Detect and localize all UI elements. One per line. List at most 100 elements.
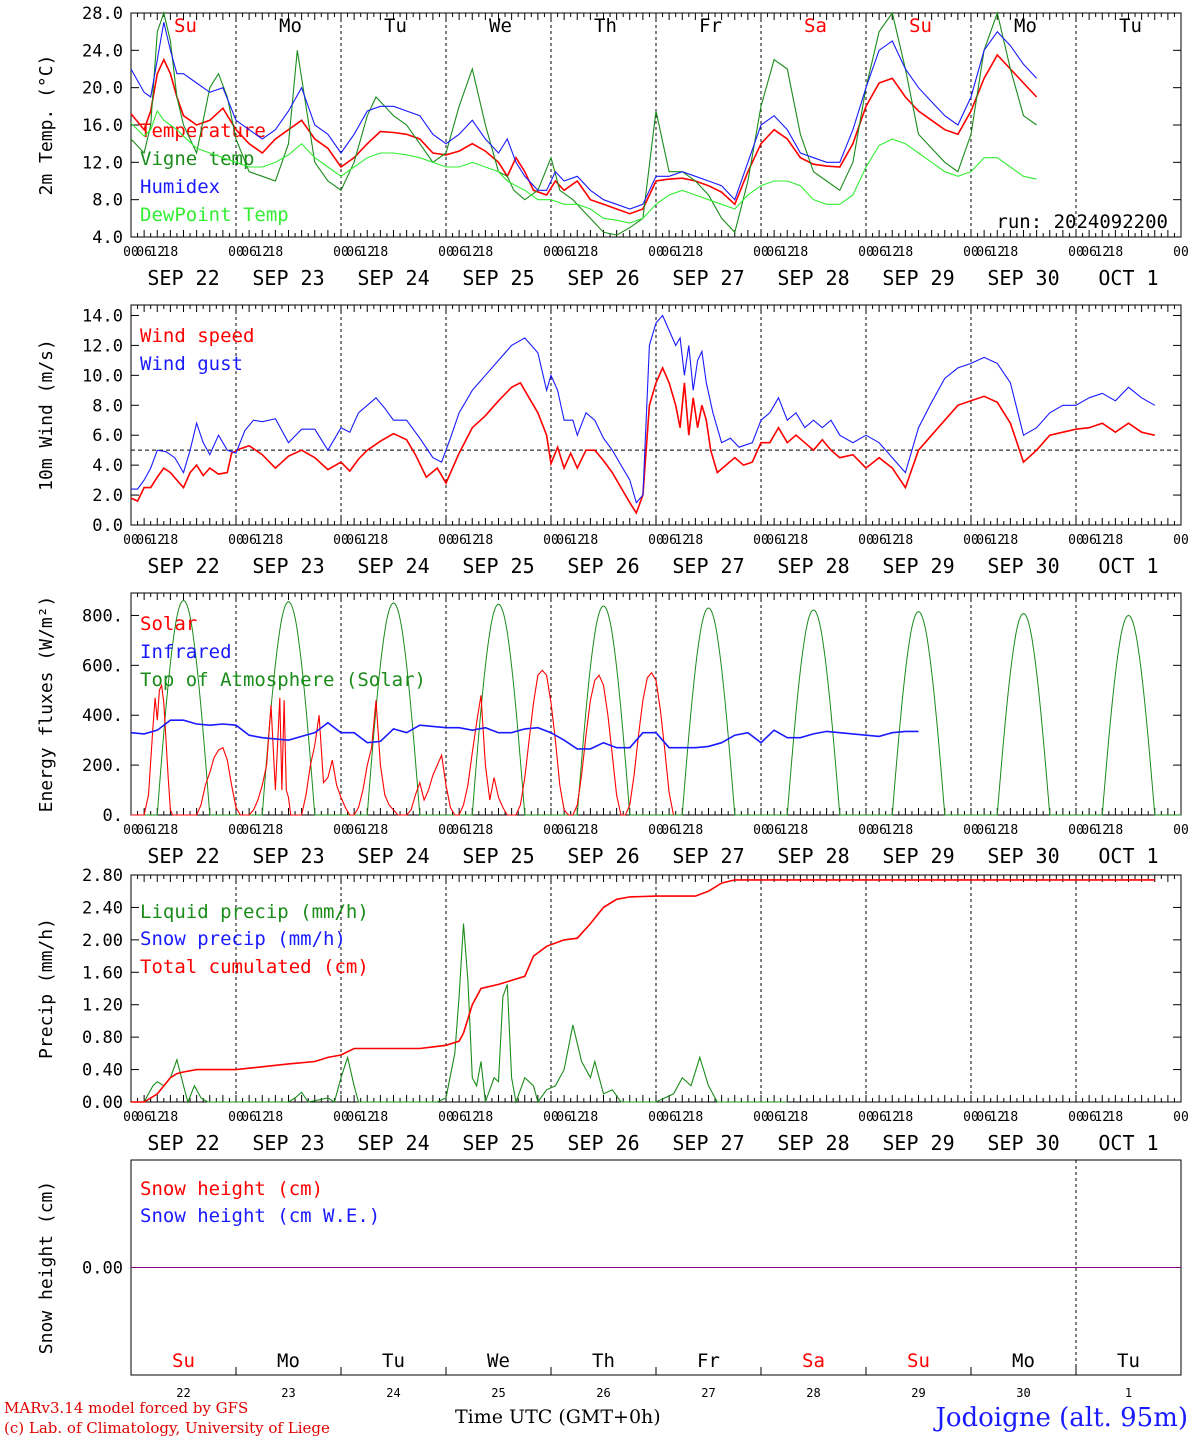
hour-tick-label: 18 (793, 533, 809, 548)
series-line-toa-solar (656, 607, 761, 816)
hour-tick-label: 18 (268, 533, 284, 548)
date-label: SEP 25 (462, 554, 534, 578)
hour-tick-label: 06 (556, 533, 572, 548)
y-tick-label: 14.0 (82, 306, 123, 326)
hour-tick-label: 00 (438, 823, 454, 838)
hour-tick-label: 06 (871, 245, 887, 260)
date-label: SEP 22 (147, 554, 219, 578)
y-tick-label: 2.0 (92, 486, 123, 506)
y-tick-label: 2.40 (82, 898, 123, 918)
y-tick-label: 0. (103, 806, 123, 826)
hour-tick-label: 12 (884, 823, 900, 838)
y-axis-title: Precip (mm/h) (36, 918, 57, 1059)
series-line-toa-solar (866, 611, 971, 816)
y-tick-label: 2.80 (82, 866, 123, 886)
date-label: OCT 1 (1098, 1131, 1158, 1155)
hour-tick-label: 06 (136, 245, 152, 260)
hour-tick-label: 18 (583, 1110, 599, 1125)
hour-tick-label: 00 (648, 1110, 664, 1125)
y-axis-title: 10m Wind (m/s) (36, 339, 57, 491)
hour-tick-label: 06 (241, 533, 257, 548)
y-tick-label: 12.0 (82, 336, 123, 356)
series-line-dewpoint-temp (130, 109, 1037, 224)
hour-tick-label: 00 (963, 1110, 979, 1125)
hour-tick-label: 18 (268, 1110, 284, 1125)
day-number-label: 23 (281, 1386, 295, 1400)
weekday-label: Mo (279, 15, 302, 37)
legend-entry: Snow precip (mm/h) (140, 928, 346, 950)
date-label: SEP 22 (147, 266, 219, 290)
legend-entry: Solar (140, 613, 197, 635)
hour-tick-label: 18 (373, 1110, 389, 1125)
y-tick-label: 6.0 (92, 426, 123, 446)
date-label: SEP 24 (357, 844, 429, 868)
hour-tick-label: 00 (1173, 823, 1189, 838)
weekday-label: Mo (1012, 1350, 1035, 1372)
weekday-label: Su (909, 15, 932, 37)
weekday-label: Su (907, 1350, 930, 1372)
hour-tick-label: 18 (583, 533, 599, 548)
date-label: SEP 29 (882, 554, 954, 578)
series-line-wind-gust (131, 314, 1156, 504)
hour-tick-label: 00 (1173, 245, 1189, 260)
hour-tick-label: 12 (674, 823, 690, 838)
date-label: OCT 1 (1098, 844, 1158, 868)
series-line-toa-solar (341, 602, 446, 816)
run-label: run: 2024092200 (996, 211, 1168, 233)
series-line-toa-solar (971, 612, 1076, 816)
hour-tick-label: 12 (149, 245, 165, 260)
y-tick-label: 1.20 (82, 996, 123, 1016)
hour-tick-label: 12 (149, 533, 165, 548)
hour-tick-label: 00 (1068, 533, 1084, 548)
date-label: SEP 26 (567, 1131, 639, 1155)
hour-tick-label: 00 (963, 533, 979, 548)
hour-tick-label: 00 (228, 245, 244, 260)
hour-tick-label: 00 (543, 533, 559, 548)
hour-tick-label: 06 (976, 1110, 992, 1125)
legend-entry: Wind gust (140, 353, 243, 375)
hour-tick-label: 00 (123, 1110, 139, 1125)
hour-tick-label: 18 (1003, 823, 1019, 838)
hour-tick-label: 00 (543, 245, 559, 260)
day-number-label: 30 (1016, 1386, 1030, 1400)
y-tick-label: 0.0 (92, 516, 123, 536)
hour-tick-label: 00 (123, 823, 139, 838)
series-line-toa-solar (446, 603, 551, 816)
hour-tick-label: 18 (1003, 533, 1019, 548)
hour-tick-label: 18 (478, 823, 494, 838)
hour-tick-label: 06 (766, 533, 782, 548)
hour-tick-label: 06 (661, 1110, 677, 1125)
hour-tick-label: 12 (569, 533, 585, 548)
y-tick-label: 10.0 (82, 366, 123, 386)
hour-tick-label: 06 (1081, 245, 1097, 260)
date-label: SEP 28 (777, 266, 849, 290)
y-tick-label: 12.0 (82, 153, 123, 173)
hour-tick-label: 12 (569, 823, 585, 838)
day-number-label: 29 (911, 1386, 925, 1400)
hour-tick-label: 18 (1108, 1110, 1124, 1125)
y-tick-label: 0.40 (82, 1061, 123, 1081)
y-axis-title: 2m Temp. (°C) (36, 55, 57, 196)
hour-tick-label: 12 (464, 823, 480, 838)
hour-tick-label: 00 (648, 533, 664, 548)
date-label: SEP 27 (672, 1131, 744, 1155)
legend-entry: Total cumulated (cm) (140, 956, 369, 978)
hour-tick-label: 00 (753, 1110, 769, 1125)
y-tick-label: 400. (82, 706, 123, 726)
hour-tick-label: 12 (779, 245, 795, 260)
hour-tick-label: 12 (359, 823, 375, 838)
weekday-label: Fr (697, 1350, 720, 1372)
hour-tick-label: 18 (898, 823, 914, 838)
hour-tick-label: 12 (989, 1110, 1005, 1125)
hour-tick-label: 00 (543, 1110, 559, 1125)
y-tick-label: 200. (82, 756, 123, 776)
weekday-label: We (489, 15, 512, 37)
hour-tick-label: 12 (1094, 1110, 1110, 1125)
hour-tick-label: 06 (136, 823, 152, 838)
lab-credit: (c) Lab. of Climatology, University of L… (4, 1419, 330, 1437)
hour-tick-label: 12 (464, 1110, 480, 1125)
day-number-label: 26 (596, 1386, 610, 1400)
y-tick-label: 28.0 (82, 4, 123, 24)
day-number-label: 27 (701, 1386, 715, 1400)
hour-tick-label: 12 (989, 245, 1005, 260)
